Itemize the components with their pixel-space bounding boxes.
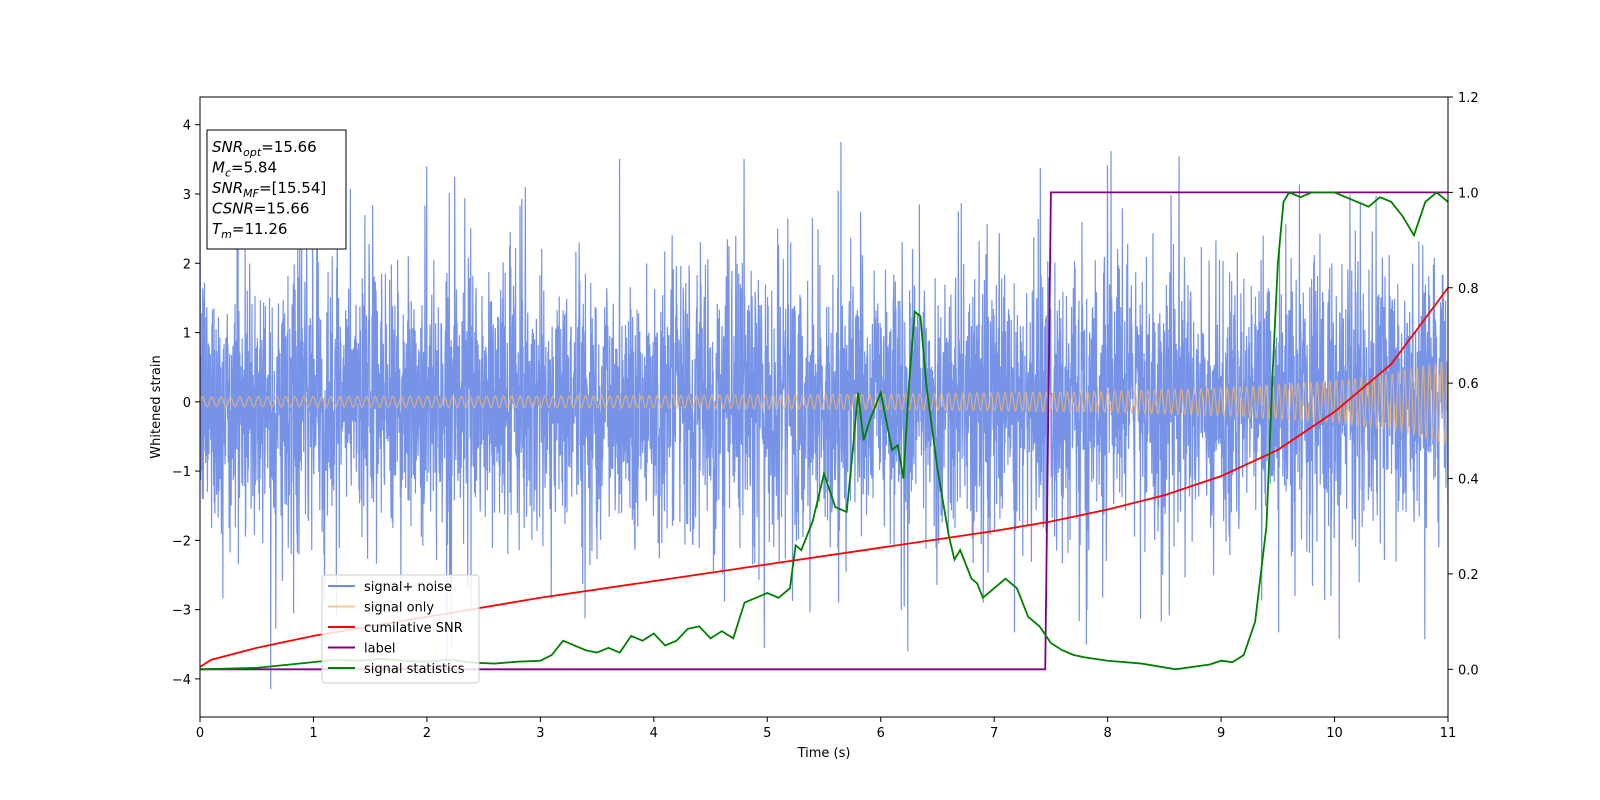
x-tick-label: 6 [877, 726, 885, 741]
legend-label: label [364, 642, 395, 657]
y2-tick-label: 0.0 [1458, 663, 1479, 678]
y2-tick-label: 1.0 [1458, 186, 1479, 201]
y-tick-label: 3 [183, 188, 191, 203]
info-line: SNRMF=[15.54] [212, 179, 326, 200]
info-line: CSNR=15.66 [212, 200, 309, 218]
info-line: SNRopt=15.66 [212, 138, 317, 159]
series-signal-only-line [200, 359, 1448, 445]
x-tick-label: 3 [536, 726, 544, 741]
y2-tick-label: 0.2 [1458, 568, 1479, 583]
y-axis-title: Whitened strain [149, 355, 164, 458]
x-tick-label: 8 [1103, 726, 1111, 741]
legend-label: signal+ noise [364, 580, 452, 595]
legend: signal+ noise signal only cumilative SNR la… [321, 574, 480, 684]
x-tick-label: 9 [1217, 726, 1225, 741]
info-box-frame [206, 129, 347, 250]
y2-tick-label: 0.6 [1458, 377, 1479, 392]
y2-tick-label: 0.8 [1458, 282, 1479, 297]
series-signal-noise-line [200, 141, 1448, 690]
series-signal-statistics-line [200, 191, 1448, 671]
axes: 0 1 2 3 4 5 6 7 8 9 10 11 −4 −3 −2 −1 0 1 2 3 4 0.0 0.2 0.4 0.6 0… [172, 91, 1479, 741]
legend-label: cumilative SNR [364, 621, 463, 636]
y-tick-label: 2 [183, 257, 191, 272]
plot-frame [199, 96, 1449, 718]
x-tick-label: 5 [763, 726, 771, 741]
x-tick-label: 7 [990, 726, 998, 741]
x-tick-label: 4 [650, 726, 658, 741]
y-tick-label: 0 [183, 396, 191, 411]
x-tick-label: 0 [196, 726, 204, 741]
info-line: Tm=11.26 [212, 220, 287, 241]
y-tick-label: −1 [172, 465, 191, 480]
legend-label: signal statistics [364, 662, 465, 677]
y2-tick-label: 0.4 [1458, 473, 1479, 488]
y-tick-label: 1 [183, 327, 191, 342]
info-line: Mc=5.84 [212, 159, 277, 180]
x-tick-label: 2 [423, 726, 431, 741]
x-tick-label: 10 [1326, 726, 1343, 741]
info-box: SNRopt=15.66Mc=5.84SNRMF=[15.54]CSNR=15.… [206, 129, 347, 250]
y-tick-label: −2 [172, 534, 191, 549]
y-tick-label: 4 [183, 119, 191, 134]
x-tick-label: 11 [1440, 726, 1457, 741]
series-cumulative-snr-line [200, 287, 1448, 668]
legend-label: signal only [364, 601, 434, 616]
series-label-line [200, 191, 1448, 671]
y2-tick-label: 1.2 [1458, 91, 1479, 106]
y-tick-label: −4 [172, 673, 191, 688]
x-tick-label: 1 [309, 726, 317, 741]
legend-frame [321, 574, 480, 684]
x-axis-title: Time (s) [797, 746, 851, 761]
y-tick-label: −3 [172, 604, 191, 619]
plot-data-area [200, 141, 1448, 690]
